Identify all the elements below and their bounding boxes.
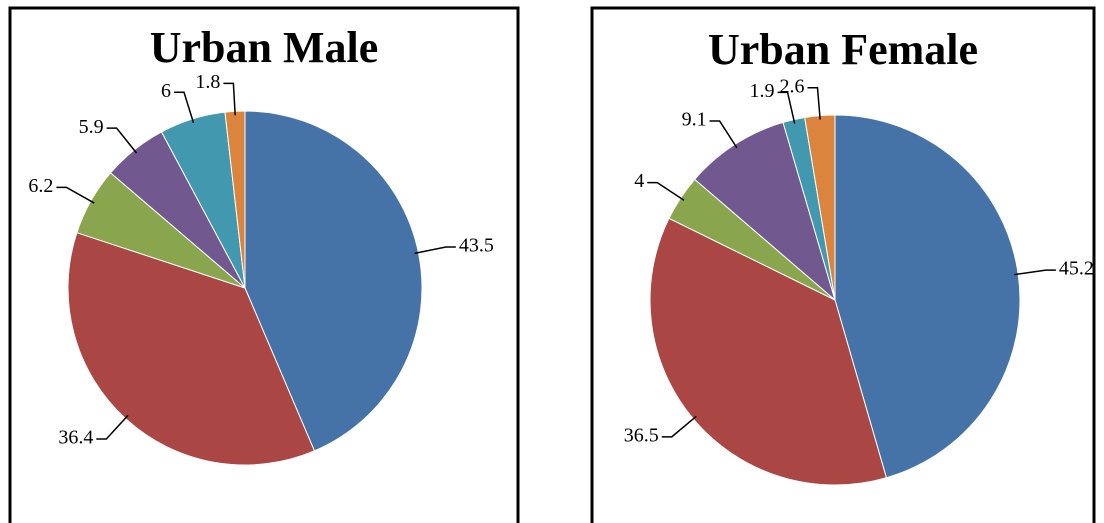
leader-line (807, 86, 821, 120)
chart-title: Urban Male (150, 23, 379, 72)
leader-line (96, 414, 129, 440)
leader-line (647, 181, 685, 201)
data-label: 4 (634, 170, 644, 192)
data-label: 45.2 (1059, 258, 1094, 280)
leader-line (56, 186, 95, 204)
leader-line (1014, 269, 1056, 276)
leader-line (414, 246, 456, 255)
data-label: 9.1 (682, 109, 707, 131)
data-label: 5.9 (79, 116, 104, 138)
leader-line (709, 120, 738, 149)
leader-line (777, 91, 796, 124)
data-label: 1.8 (195, 71, 220, 93)
data-label: 43.5 (459, 235, 494, 257)
data-label: 36.4 (58, 427, 93, 449)
leader-line (661, 415, 697, 438)
leader-line (223, 82, 236, 116)
panel (8, 6, 520, 523)
data-label: 6 (161, 80, 171, 102)
chart-title: Urban Female (708, 25, 978, 74)
data-label: 2.6 (779, 75, 804, 97)
data-label: 6.2 (28, 175, 53, 197)
leader-line (106, 127, 138, 154)
leader-line (173, 91, 195, 124)
data-label: 36.5 (624, 424, 659, 446)
panel (590, 6, 1096, 523)
data-label: 1.9 (750, 80, 775, 102)
